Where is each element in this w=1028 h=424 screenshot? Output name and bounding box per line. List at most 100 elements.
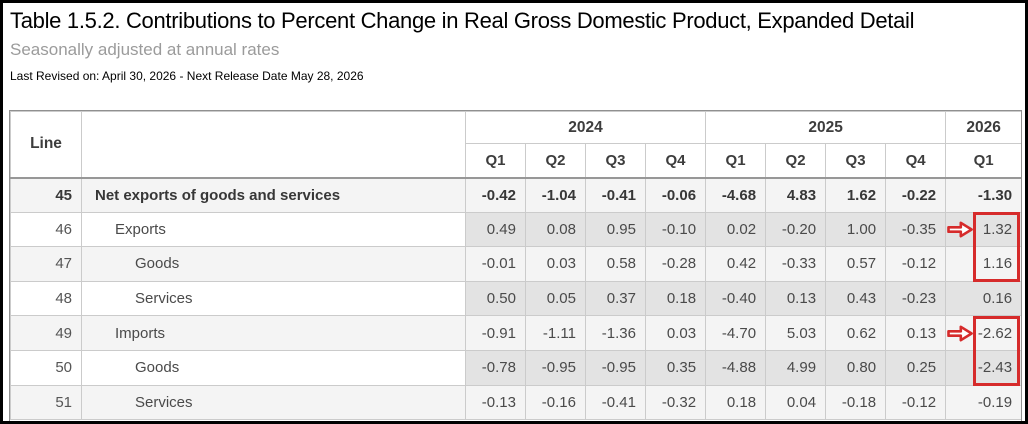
value-cell: -0.28 [644,246,707,282]
value-cell: -0.12 [885,384,947,421]
value-cell: -4.68 [705,177,767,213]
year-header-2026: 2026 [945,111,1021,144]
value-cell: 0.58 [585,246,646,282]
value-cell: -0.78 [465,349,526,386]
revision-note: Last Revised on: April 30, 2026 - Next R… [10,69,364,83]
row-label-cell: Imports [81,315,466,351]
value-cell: 0.25 [885,349,947,386]
year-header-2025: 2025 [705,111,947,144]
value-cell: -0.41 [585,177,646,213]
value-cell: -4.88 [705,349,767,386]
value-cell: -0.40 [705,280,767,317]
value-cell: -0.95 [585,349,646,386]
value-cell: 0.57 [825,246,887,282]
quarter-header: Q2 [765,143,827,179]
value-cell: 0.08 [525,211,586,248]
value-cell: -0.18 [825,384,887,421]
red-arrow-icon [947,221,973,238]
table-row-line-51: 51 Services -0.13 -0.16 -0.41 -0.32 0.18… [10,384,1021,421]
table-row-line-45: 45 Net exports of goods and services -0.… [10,177,1021,213]
value-cell: 1.32 [945,211,1021,248]
value-cell: -1.30 [945,177,1021,213]
line-column-header: Line [10,111,82,179]
value-cell: 0.49 [465,211,526,248]
row-label-cell: Services [81,280,466,317]
value-cell: 0.05 [525,280,586,317]
value-cell: -0.41 [585,384,646,421]
value-cell: -0.33 [765,246,827,282]
value-cell: 0.03 [644,315,707,351]
value-cell: 0.02 [705,211,767,248]
table-row-line-48: 48 Services 0.50 0.05 0.37 0.18 -0.40 0.… [10,280,1021,317]
line-number-cell: 51 [10,384,82,421]
value-cell: 0.95 [585,211,646,248]
year-header-2024: 2024 [464,111,707,144]
table-row-line-50: 50 Goods -0.78 -0.95 -0.95 0.35 -4.88 4.… [10,349,1021,386]
value-cell: -2.43 [945,349,1021,386]
value-cell: -0.01 [465,246,526,282]
value-cell: 0.13 [765,280,827,317]
quarter-header: Q3 [825,143,887,179]
value-cell: -0.22 [885,177,947,213]
value-cell: 0.16 [945,280,1021,317]
value-cell: 1.00 [825,211,887,248]
page-subtitle: Seasonally adjusted at annual rates [10,40,280,59]
value-cell: 0.80 [825,349,887,386]
page-title: Table 1.5.2. Contributions to Percent Ch… [10,8,915,33]
value-cell: -1.36 [585,315,646,351]
value-cell: -0.16 [525,384,586,421]
value-cell: 0.18 [644,280,707,317]
quarter-header: Q2 [525,143,586,179]
line-number-cell: 45 [10,177,82,213]
value-cell: 0.18 [705,384,767,421]
table-row-line-47: 47 Goods -0.01 0.03 0.58 -0.28 0.42 -0.3… [10,246,1021,282]
table-row-line-46: 46 Exports 0.49 0.08 0.95 -0.10 0.02 -0.… [10,211,1021,248]
quarter-header: Q1 [705,143,767,179]
line-number-cell: 47 [10,246,82,282]
value-cell: 0.37 [585,280,646,317]
value-cell: -0.35 [885,211,947,248]
line-number-cell: 48 [10,280,82,317]
value-cell: -0.12 [885,246,947,282]
row-label-cell: Net exports of goods and services [81,177,466,213]
value-cell: 0.35 [644,349,707,386]
value-cell: 0.03 [525,246,586,282]
value-cell: 4.83 [765,177,827,213]
value-cell: 1.62 [825,177,887,213]
row-label-cell: Services [81,384,466,421]
description-column-header [81,111,466,179]
row-label-cell: Goods [81,349,466,386]
value-cell: -0.13 [465,384,526,421]
value-cell: 0.42 [705,246,767,282]
value-cell: -0.20 [765,211,827,248]
value-cell: -0.19 [945,384,1021,421]
line-number-cell: 46 [10,211,82,248]
row-label-cell: Goods [81,246,466,282]
quarter-header: Q1 [945,143,1021,179]
line-number-cell: 49 [10,315,82,351]
value-cell: -0.91 [465,315,526,351]
red-arrow-icon [947,325,973,342]
value-cell: 0.13 [885,315,947,351]
value-cell: 4.99 [765,349,827,386]
value-cell: 0.50 [465,280,526,317]
value-cell: 0.04 [765,384,827,421]
row-label-cell: Exports [81,211,466,248]
value-cell: 1.16 [945,246,1021,282]
line-number-cell: 50 [10,349,82,386]
quarter-header: Q4 [885,143,947,179]
value-cell: 0.43 [825,280,887,317]
value-cell: -0.32 [644,384,707,421]
value-cell: 5.03 [765,315,827,351]
value-cell: -0.42 [465,177,526,213]
value-cell: -0.10 [644,211,707,248]
gdp-contributions-table: Line 2024 2025 2026 Q1 Q2 Q3 Q4 Q1 Q2 Q3… [9,110,1022,421]
quarter-header: Q3 [585,143,646,179]
value-cell: -4.70 [705,315,767,351]
quarter-header: Q4 [644,143,707,179]
value-cell: -1.04 [525,177,586,213]
quarter-header: Q1 [465,143,526,179]
value-cell: -0.23 [885,280,947,317]
value-cell: -1.11 [525,315,586,351]
